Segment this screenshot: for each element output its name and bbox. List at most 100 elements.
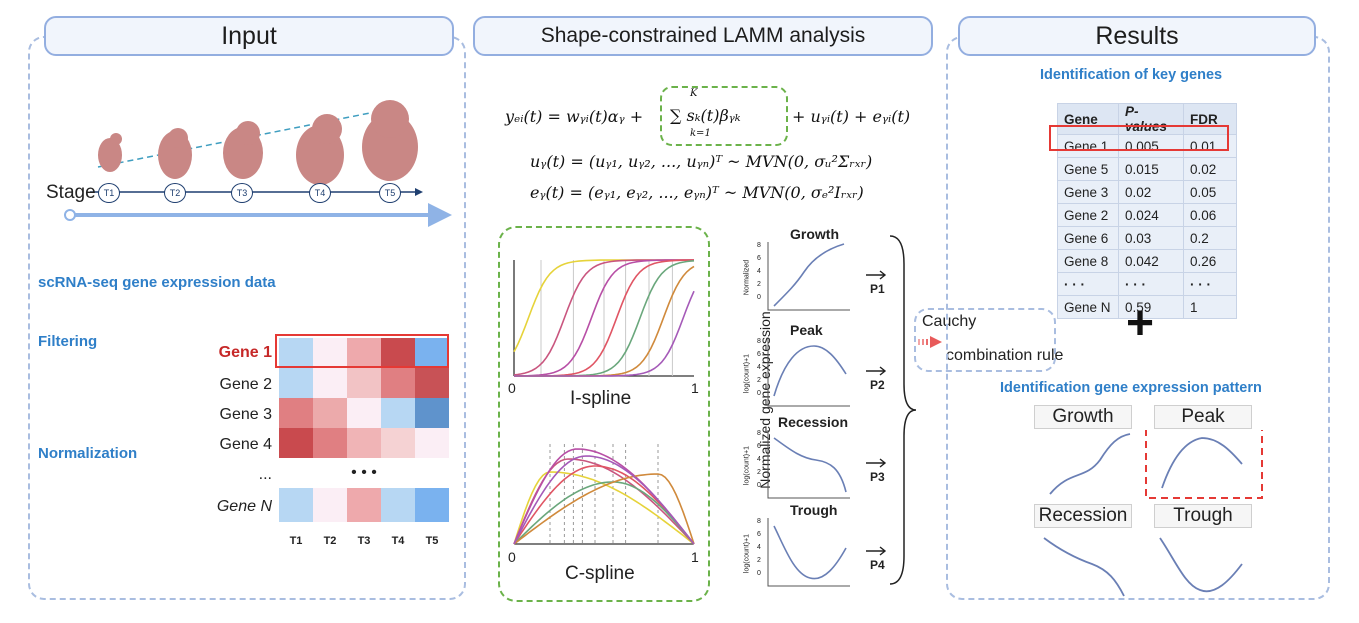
heatmap-cell [279,368,313,398]
pattern-curves [1043,430,1263,597]
pattern-plot-tick: 8 [757,242,761,249]
pattern-label-growth: Growth [1034,405,1132,429]
sum-upper-limit: K [690,88,698,99]
brace [889,235,917,585]
heatmap-cell [347,368,381,398]
embryo-t2 [158,128,192,179]
pattern-plot-tick: 6 [757,443,761,450]
c-spline-plot [513,444,695,545]
arrow-icon [866,270,887,280]
trough-curve [1159,537,1243,593]
top-gene-highlight [1049,125,1229,151]
heatmap-cell [381,338,415,368]
table-cell: 0.59 [1118,295,1184,319]
results-table-body: Gene 1 0.005 0.01 Gene 5 0.015 0.02 Gene 3 0.02… [1057,134,1237,319]
table-row: Gene 3 0.02 0.05 [1057,180,1237,204]
pattern-plot-tick: 2 [757,281,761,288]
col-header-fdr: FDR [1183,103,1237,135]
embryo-t4 [296,114,344,185]
c-spline-curve [513,473,695,545]
pattern-plot-tick: 6 [757,255,761,262]
expression-heatmap: • • • [279,338,449,524]
heatmap-col-label: T4 [391,535,405,547]
pattern-p-label: P1 [870,282,885,296]
table-cell: 0.03 [1118,226,1184,250]
table-row: Gene N 0.59 1 [1057,295,1237,319]
pattern-plot-ylabel: log(count)+1 [743,353,751,394]
i-spline-plot [513,259,695,377]
heatmap-cell [313,428,347,458]
table-cell: 0.015 [1118,157,1184,181]
pattern-plot-ylabel: Normalized [743,259,751,296]
pattern-plot-tick: 6 [757,351,761,358]
table-cell: Gene 3 [1057,180,1119,204]
c-spline-curve [513,455,695,545]
heatmap-cell [415,368,449,398]
stage-marker-t5: T5 [379,183,401,203]
heatmap-cell [279,398,313,428]
plus-sign: + [1126,297,1155,350]
heatmap-cell [313,398,347,428]
arrow-icon [866,458,887,468]
table-cell: 0.024 [1118,203,1184,227]
heatmap-cell [313,368,347,398]
results-panel-title: Results [958,16,1316,56]
pattern-plot-tick: 4 [757,456,761,463]
pattern-plot-ylabel: log(count)+1 [743,533,751,574]
i-spline-label: I-spline [570,388,632,409]
sum-term-box [660,86,788,146]
stage-marker-t2: T2 [164,183,186,203]
table-cell: Gene 1 [1057,134,1119,158]
pattern-p-label: P3 [870,470,885,484]
pattern-plot-peak [767,338,850,407]
embryo-t3 [223,121,263,179]
pattern-plot-tick: 2 [757,557,761,564]
heatmap-cell [279,338,313,368]
pattern-label-recession: Recession [1034,504,1132,528]
table-row: Gene 2 0.024 0.06 [1057,203,1237,227]
pattern-plot-tick: 0 [757,294,761,301]
pattern-p-label: P4 [870,558,885,572]
heatmap-cell [381,428,415,458]
table-row: Gene 6 0.03 0.2 [1057,226,1237,250]
heatmap-cell [381,398,415,428]
table-cell: 0.2 [1183,226,1237,250]
pattern-plot-tick: 4 [757,544,761,551]
stage-marker-t3: T3 [231,183,253,203]
table-cell: Gene 8 [1057,249,1119,273]
pattern-label-trough: Trough [1154,504,1252,528]
gene-label: Gene N [216,498,272,515]
peak-curve [1161,437,1243,489]
heatmap-cell [381,368,415,398]
arrow-icon [866,546,887,556]
table-row: Gene 5 0.015 0.02 [1057,157,1237,181]
c-spline-axis-1: 1 [691,549,699,565]
pattern-title: Identification gene expression pattern [1000,380,1262,396]
pattern-plot-title: Peak [790,322,823,338]
pattern-plot-tick: 2 [757,469,761,476]
pattern-plot-trough [767,518,850,587]
heatmap-col-labels: T1 T2 T3 T4 T5 [279,535,449,547]
table-cell: 0.02 [1183,157,1237,181]
cauchy-arrow-icon [918,336,942,348]
pattern-plot-tick: 2 [757,377,761,384]
equation-2: uᵧ(t) = (uᵧ₁, uᵧ₂, ..., uᵧₙ)ᵀ ~ MVN(0, σ… [530,152,873,171]
heatmap-col-label: T3 [357,535,371,547]
c-spline-curve [513,481,695,545]
table-row: Gene 8 0.042 0.26 [1057,249,1237,273]
pattern-p-label: P2 [870,378,885,392]
pattern-plot-tick: 4 [757,364,761,371]
table-header-row: Gene P-values FDR [1057,103,1237,135]
stage-label: Stage [46,182,96,203]
heatmap-col-label: T5 [425,535,439,547]
pattern-label-peak: Peak [1154,405,1252,429]
heatmap-cell [279,488,313,522]
pattern-plot-tick: 8 [757,430,761,437]
pattern-plot-tick: 0 [757,570,761,577]
heatmap-row-highlight [275,334,449,368]
i-spline-curve [514,290,695,377]
pattern-plot-recession [767,430,850,499]
heatmap-cell [313,338,347,368]
equation-3: eᵧ(t) = (eᵧ₁, eᵧ₂, ..., eᵧₙ)ᵀ ~ MVN(0, σ… [530,183,864,202]
